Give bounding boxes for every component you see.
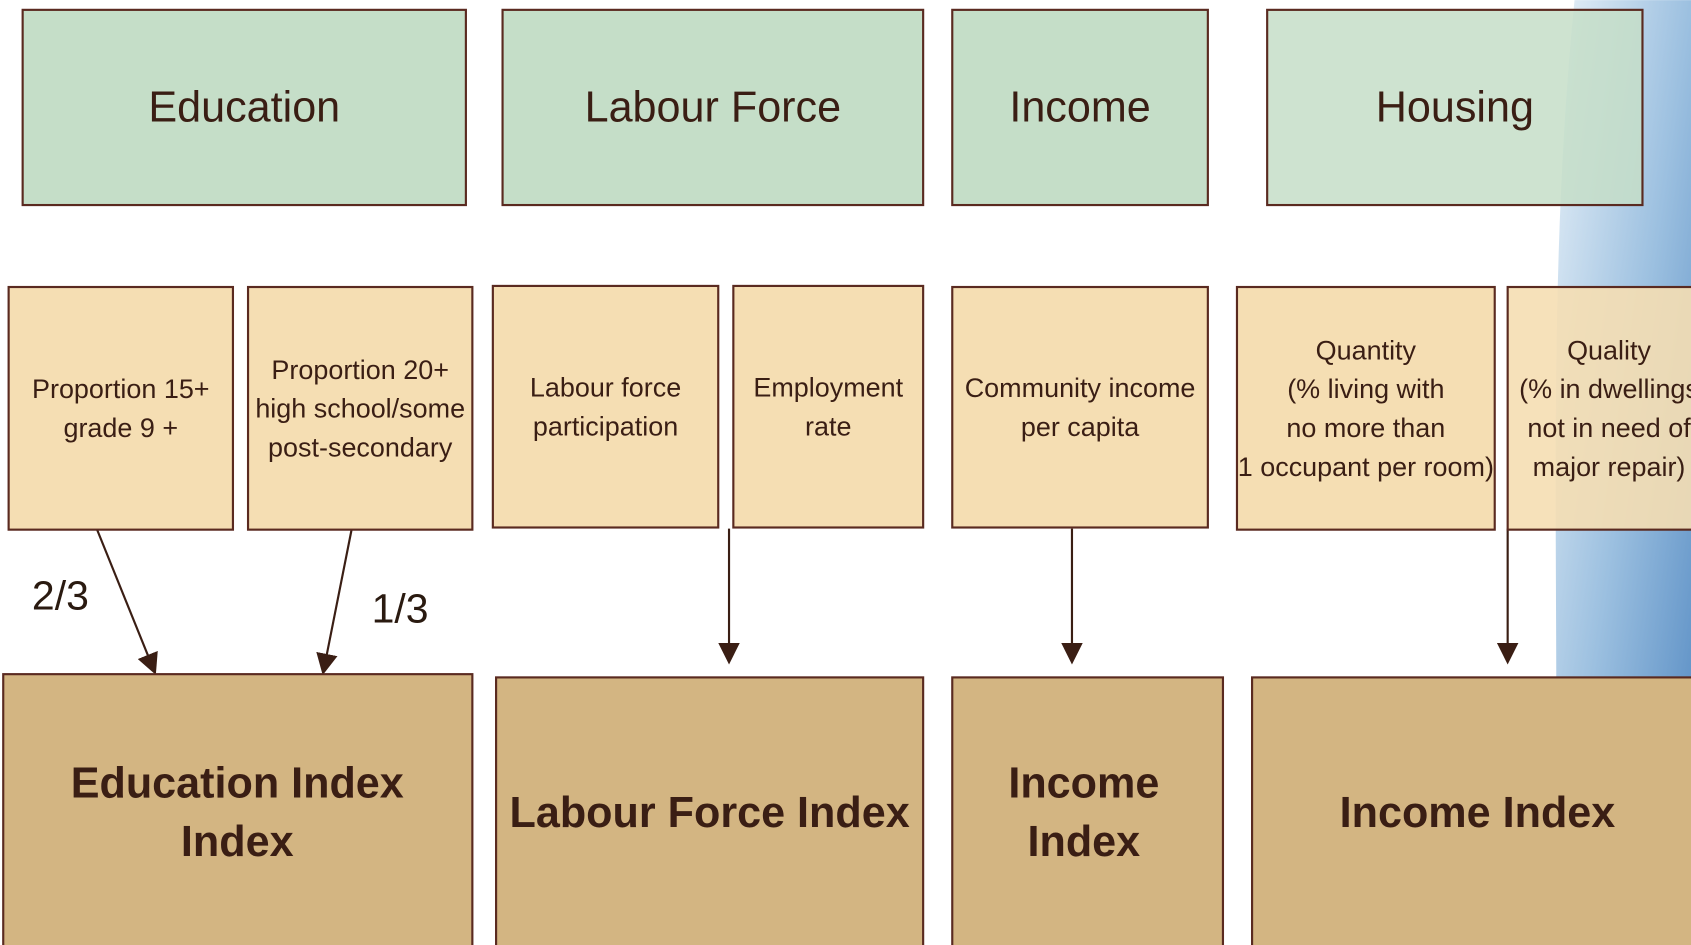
indicator-text: Employment xyxy=(753,373,903,403)
indicator-box xyxy=(246,285,474,531)
indicator-text: per capita xyxy=(1021,412,1139,442)
indicator-box xyxy=(7,285,235,531)
indicator-text: 1 occupant per room) xyxy=(1238,452,1494,482)
indicator-box xyxy=(1506,285,1691,531)
index-title: Income Index xyxy=(1340,789,1616,837)
arrow xyxy=(316,524,354,676)
indicator-text: participation xyxy=(533,411,678,441)
index-title: Index xyxy=(181,818,294,866)
indicator-text: Community income xyxy=(965,373,1196,403)
indicator-box xyxy=(951,285,1209,529)
weight-label: 2/3 xyxy=(32,573,89,619)
weight-label: 1/3 xyxy=(372,585,429,631)
indicator-text: post-secondary xyxy=(268,432,453,462)
index-box xyxy=(2,673,474,945)
index-box xyxy=(1250,676,1691,945)
indicator-text: Labour force xyxy=(530,373,681,403)
category-box xyxy=(1266,8,1644,207)
indicator-text: Proportion 20+ xyxy=(271,355,449,385)
category-box xyxy=(21,8,467,207)
indicator-text: Quality xyxy=(1567,335,1651,365)
indicator-box xyxy=(491,284,720,529)
indicator-text: (% living with xyxy=(1287,374,1444,404)
index-title: Income xyxy=(1008,760,1159,808)
indicator-text: Proportion 15+ xyxy=(32,374,210,404)
indicator-box xyxy=(732,284,925,529)
indicator-text: high school/some xyxy=(255,394,465,424)
category-title: Labour Force xyxy=(585,84,842,132)
index-title: Index xyxy=(1028,818,1141,866)
arrow xyxy=(93,523,158,675)
category-title: Housing xyxy=(1376,84,1534,132)
category-title: Education xyxy=(148,84,340,132)
indicator-text: not in need of xyxy=(1527,413,1691,443)
indicator-text: Quantity xyxy=(1316,335,1417,365)
indicator-text: grade 9 + xyxy=(63,413,178,443)
indicator-text: major repair) xyxy=(1533,452,1686,482)
index-title: Labour Force Index xyxy=(510,789,910,837)
index-title: Education Index xyxy=(71,760,404,808)
category-title: Income xyxy=(1009,84,1150,132)
indicator-text: rate xyxy=(805,411,851,441)
indicator-text: (% in dwellings xyxy=(1519,374,1691,404)
index-box xyxy=(495,676,925,945)
indicator-box xyxy=(1235,285,1496,531)
indicator-text: no more than xyxy=(1286,413,1445,443)
index-box xyxy=(951,676,1225,945)
category-box xyxy=(951,8,1209,207)
category-box xyxy=(501,8,925,207)
